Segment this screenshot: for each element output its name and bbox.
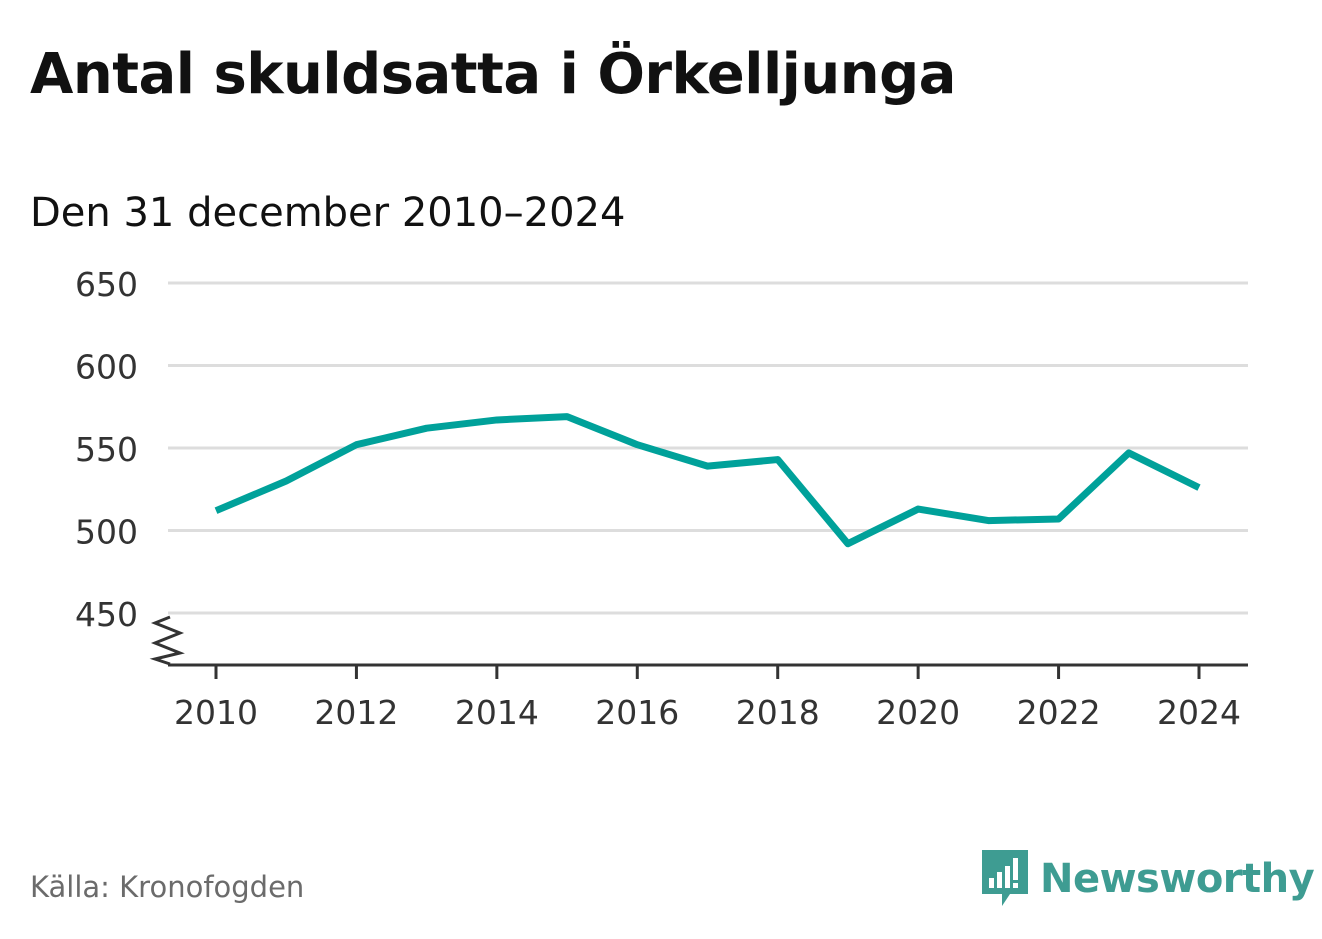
brand-name: Newsworthy	[1040, 856, 1315, 902]
x-tick-label: 2022	[1017, 693, 1101, 732]
series-lines	[214, 413, 1201, 548]
gridlines	[168, 281, 1248, 615]
x-axis	[149, 615, 1248, 667]
newsworthy-logo-icon	[982, 850, 1028, 906]
x-tick-label: 2024	[1157, 693, 1241, 732]
brand-logo: Newsworthy	[980, 848, 1315, 910]
chart-title: Antal skuldsatta i Örkelljunga	[30, 42, 956, 107]
x-tick-label: 2018	[736, 693, 820, 732]
x-tick-label: 2012	[314, 693, 398, 732]
y-tick-label: 600	[75, 348, 138, 387]
x-tick-label: 2016	[595, 693, 679, 732]
x-tick-labels: 2010 2012 2014 2016 2018 2020 2022 2024	[174, 665, 1241, 732]
axis-break-icon	[149, 615, 185, 666]
y-tick-label: 500	[75, 513, 138, 552]
x-tick-label: 2010	[174, 693, 258, 732]
y-tick-label: 450	[75, 595, 138, 634]
series-line	[214, 413, 1201, 548]
x-tick-label: 2020	[876, 693, 960, 732]
y-tick-label: 650	[75, 265, 138, 304]
chart-subtitle: Den 31 december 2010–2024	[30, 190, 626, 236]
x-tick-label: 2014	[455, 693, 539, 732]
y-tick-labels: 450 500 550 600 650	[75, 265, 138, 634]
source-note: Källa: Kronofogden	[30, 870, 305, 904]
line-chart: 450 500 550 600 650 2010 2012 2014 2016 2018 2020…	[75, 265, 1248, 732]
y-tick-label: 550	[75, 430, 138, 469]
